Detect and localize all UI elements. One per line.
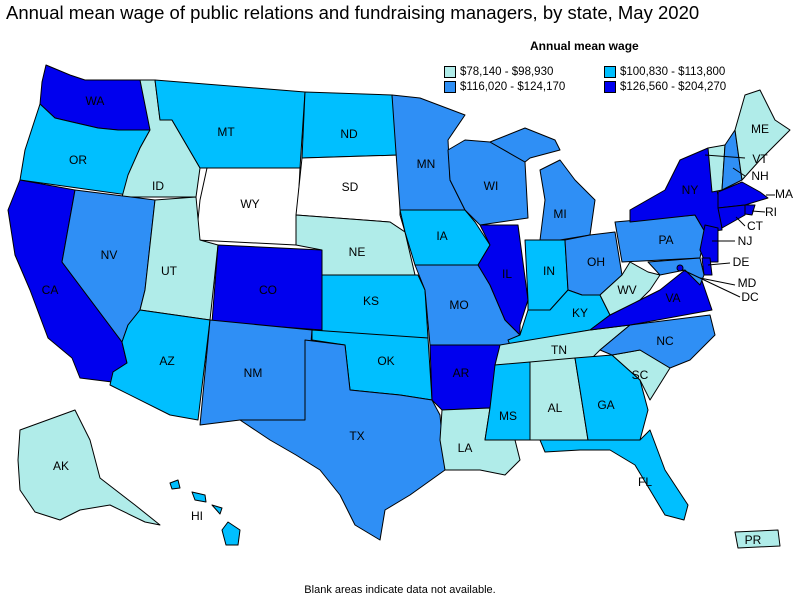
state-CT[interactable] bbox=[717, 204, 746, 229]
state-label-KS: KS bbox=[363, 294, 379, 308]
state-UT[interactable] bbox=[139, 196, 219, 321]
state-label-NV: NV bbox=[101, 248, 118, 262]
state-label-NM: NM bbox=[244, 366, 263, 380]
state-label-KY: KY bbox=[572, 306, 588, 320]
state-label-AL: AL bbox=[548, 401, 563, 415]
state-label-IA: IA bbox=[436, 229, 447, 243]
state-ND[interactable] bbox=[301, 91, 401, 159]
legend-label-3: $116,020 - $124,170 bbox=[460, 81, 566, 93]
legend-swatch-4 bbox=[604, 81, 616, 93]
state-label-MA: MA bbox=[775, 187, 793, 201]
state-label-SD: SD bbox=[342, 180, 359, 194]
state-label-VT: VT bbox=[752, 152, 768, 166]
state-label-WI: WI bbox=[484, 179, 499, 193]
state-label-LA: LA bbox=[458, 441, 473, 455]
legend-swatch-2 bbox=[604, 66, 616, 78]
state-label-OH: OH bbox=[587, 255, 605, 269]
state-MI-upper[interactable] bbox=[489, 127, 561, 163]
state-label-AZ: AZ bbox=[159, 354, 174, 368]
legend-swatch-3 bbox=[444, 81, 456, 93]
state-label-WV: WV bbox=[617, 283, 636, 297]
state-label-MS: MS bbox=[499, 409, 517, 423]
legend-title: Annual mean wage bbox=[530, 39, 639, 53]
state-label-VA: VA bbox=[665, 291, 680, 305]
state-label-TX: TX bbox=[349, 429, 364, 443]
legend-item-3: $116,020 - $124,170 bbox=[444, 81, 565, 93]
state-label-CO: CO bbox=[259, 283, 277, 297]
state-AZ[interactable] bbox=[109, 309, 211, 421]
state-MD[interactable] bbox=[647, 257, 705, 286]
state-TX[interactable] bbox=[239, 339, 446, 541]
legend-item-4: $126,560 - $204,270 bbox=[604, 81, 726, 93]
state-label-AR: AR bbox=[453, 366, 470, 380]
state-label-DC: DC bbox=[741, 290, 759, 304]
state-HI[interactable] bbox=[169, 479, 241, 546]
state-RI[interactable] bbox=[744, 204, 756, 216]
state-label-WY: WY bbox=[240, 197, 259, 211]
state-label-MO: MO bbox=[449, 298, 468, 312]
state-label-RI: RI bbox=[765, 205, 777, 219]
state-label-PR: PR bbox=[745, 533, 762, 547]
state-label-UT: UT bbox=[161, 264, 178, 278]
footnote: Blank areas indicate data not available. bbox=[304, 584, 496, 596]
state-DC[interactable] bbox=[676, 264, 684, 272]
state-label-IL: IL bbox=[502, 267, 512, 281]
legend-label-1: $78,140 - $98,930 bbox=[460, 66, 554, 78]
state-label-OR: OR bbox=[69, 153, 87, 167]
state-label-AK: AK bbox=[53, 459, 69, 473]
state-label-NJ: NJ bbox=[738, 234, 753, 248]
state-ME[interactable] bbox=[734, 89, 791, 181]
state-label-ND: ND bbox=[340, 127, 358, 141]
state-IL[interactable] bbox=[477, 224, 529, 336]
state-label-IN: IN bbox=[543, 264, 555, 278]
state-label-PA: PA bbox=[658, 233, 673, 247]
legend-item-1: $78,140 - $98,930 bbox=[444, 66, 553, 78]
state-label-CA: CA bbox=[42, 283, 59, 297]
legend-swatch-1 bbox=[444, 66, 456, 78]
state-MI[interactable] bbox=[539, 159, 596, 241]
state-label-MD: MD bbox=[738, 276, 757, 290]
state-label-FL: FL bbox=[638, 475, 652, 489]
state-NC[interactable] bbox=[599, 314, 716, 369]
state-label-CT: CT bbox=[747, 219, 764, 233]
state-label-OK: OK bbox=[377, 354, 394, 368]
state-label-SC: SC bbox=[632, 368, 649, 382]
state-label-WA: WA bbox=[86, 94, 105, 108]
state-label-NH: NH bbox=[751, 169, 768, 183]
state-label-ME: ME bbox=[751, 122, 769, 136]
state-label-MI: MI bbox=[553, 207, 566, 221]
state-NJ[interactable] bbox=[699, 224, 719, 263]
state-DE[interactable] bbox=[701, 257, 713, 276]
page-title: Annual mean wage of public relations and… bbox=[6, 2, 700, 23]
state-label-MN: MN bbox=[417, 157, 436, 171]
state-label-ID: ID bbox=[152, 179, 164, 193]
state-label-GA: GA bbox=[597, 398, 614, 412]
state-label-NC: NC bbox=[656, 334, 674, 348]
legend-item-2: $100,830 - $113,800 bbox=[604, 66, 725, 78]
state-PR[interactable] bbox=[734, 529, 781, 549]
legend-label-4: $126,560 - $204,270 bbox=[620, 81, 727, 93]
state-AK[interactable] bbox=[17, 409, 161, 526]
state-label-DE: DE bbox=[733, 255, 750, 269]
legend-label-2: $100,830 - $113,800 bbox=[620, 66, 726, 78]
state-label-TN: TN bbox=[551, 343, 567, 357]
state-label-HI: HI bbox=[191, 509, 203, 523]
state-FL[interactable] bbox=[539, 429, 689, 521]
state-KS[interactable] bbox=[321, 274, 429, 339]
state-WY[interactable] bbox=[195, 167, 301, 246]
state-label-NY: NY bbox=[682, 183, 699, 197]
state-label-MT: MT bbox=[217, 125, 235, 139]
state-label-NE: NE bbox=[349, 245, 366, 259]
